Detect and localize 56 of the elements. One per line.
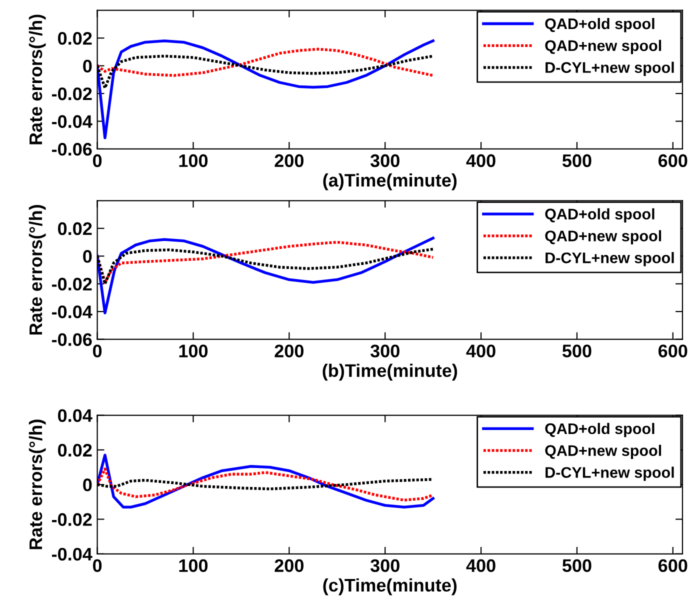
y-tick-label: 0 xyxy=(83,60,92,73)
x-tick-label: 200 xyxy=(274,154,304,168)
x-tick-label: 300 xyxy=(370,344,400,358)
x-tick-label: 200 xyxy=(274,559,304,572)
y-tick-label: 0 xyxy=(83,478,92,492)
x-tick-label: 500 xyxy=(562,154,592,168)
x-tick-label: 600 xyxy=(658,154,688,168)
y-axis-title: Rate errors(°/h) xyxy=(28,420,46,550)
y-tick-label: 0 xyxy=(83,250,92,263)
y-tick-label: -0.04 xyxy=(52,548,92,561)
legend-label: D-CYL+new spool xyxy=(546,62,674,76)
x-tick-label: 600 xyxy=(658,559,688,572)
x-tick-label: 500 xyxy=(562,559,592,572)
x-tick-label: 300 xyxy=(370,559,400,572)
x-tick-label: 400 xyxy=(466,154,496,168)
y-tick-label: -0.04 xyxy=(52,115,92,128)
x-axis-title: (b)Time(minute) xyxy=(322,364,458,381)
legend-label: D-CYL+new spool xyxy=(546,466,674,481)
legend-label: D-CYL+new spool xyxy=(546,252,674,266)
y-tick-label: -0.02 xyxy=(52,513,92,526)
line-series xyxy=(97,236,434,314)
y-tick-label: -0.04 xyxy=(52,305,92,318)
legend-label: QAD+new spool xyxy=(545,230,662,244)
y-tick-label: -0.02 xyxy=(52,87,92,100)
y-tick-label: 0.04 xyxy=(58,409,92,422)
y-tick-label: -0.06 xyxy=(52,333,92,346)
x-tick-label: 0 xyxy=(92,344,102,358)
line-series xyxy=(97,39,434,140)
x-axis-title: (a)Time(minute) xyxy=(323,173,457,190)
x-tick-label: 200 xyxy=(274,344,304,358)
x-axis-title: (c)Time(minute) xyxy=(323,578,457,596)
y-axis-title: Rate errors(°/h) xyxy=(28,205,46,335)
y-tick-label: 0.02 xyxy=(58,32,92,45)
x-tick-label: 600 xyxy=(658,344,688,358)
x-tick-label: 0 xyxy=(92,559,102,572)
legend-label: QAD+old spool xyxy=(545,422,654,438)
y-tick-label: -0.02 xyxy=(52,278,92,291)
x-tick-label: 100 xyxy=(179,559,208,572)
x-tick-label: 100 xyxy=(179,344,208,358)
legend-label: QAD+old spool xyxy=(545,208,654,223)
y-axis-title: Rate errors(°/h) xyxy=(28,14,46,144)
x-tick-label: 400 xyxy=(466,559,496,572)
y-tick-label: -0.06 xyxy=(52,142,92,156)
line-series xyxy=(97,48,434,77)
line-series xyxy=(97,454,434,508)
y-tick-label: 0.02 xyxy=(58,444,92,457)
legend-label: QAD+old spool xyxy=(545,18,654,32)
legend-label: QAD+new spool xyxy=(545,444,662,460)
legend-label: QAD+new spool xyxy=(545,40,662,54)
line-series xyxy=(97,468,434,502)
x-tick-label: 400 xyxy=(466,344,496,358)
x-tick-label: 0 xyxy=(92,154,102,168)
x-tick-label: 500 xyxy=(562,344,592,358)
y-tick-label: 0.02 xyxy=(58,222,92,236)
x-tick-label: 100 xyxy=(179,154,208,168)
x-tick-label: 300 xyxy=(370,154,400,168)
